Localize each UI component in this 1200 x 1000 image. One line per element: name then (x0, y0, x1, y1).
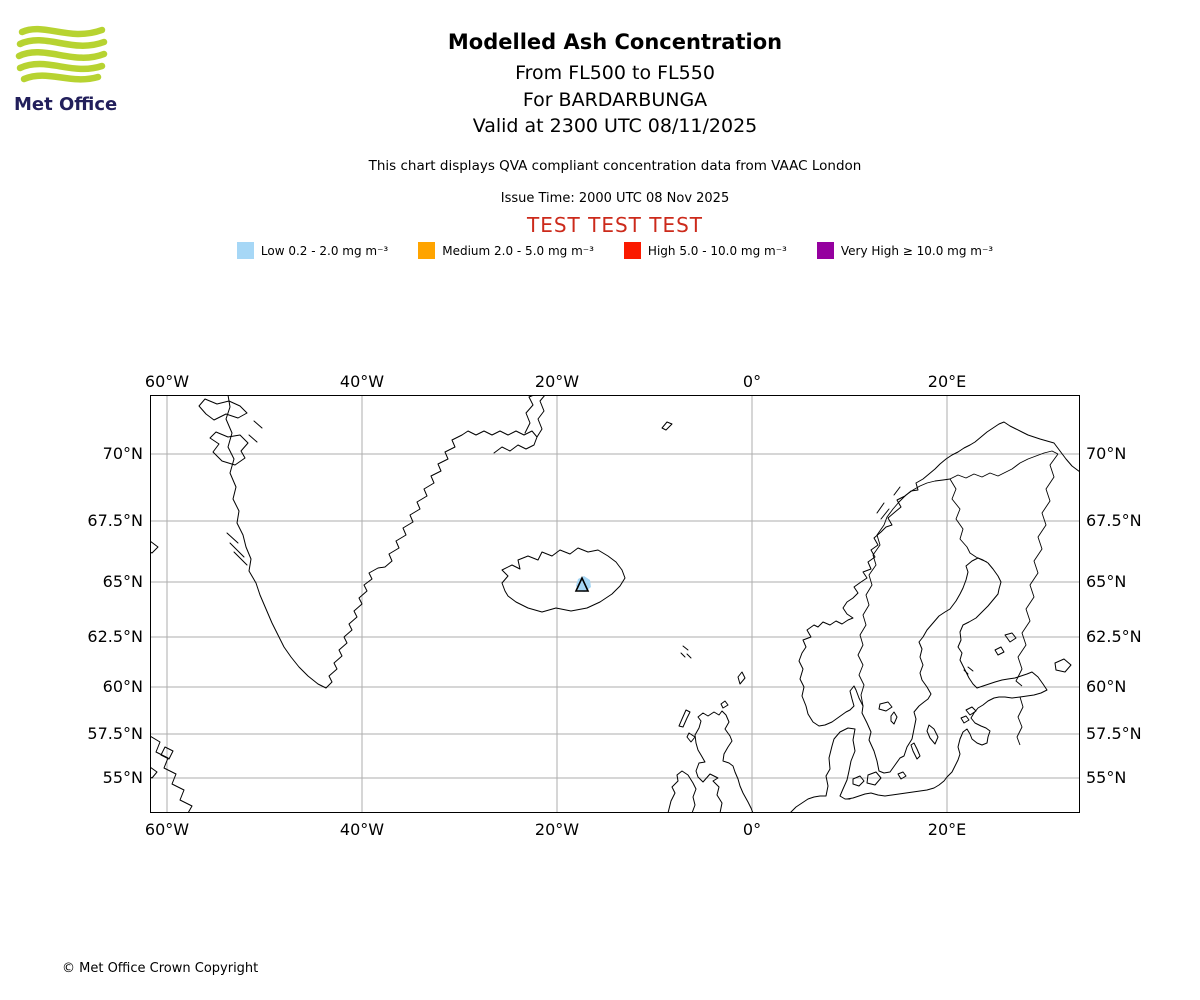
lon-tick-bottom-20e: 20°E (927, 820, 967, 839)
coastline-greenland-scoresby (524, 394, 546, 438)
legend-swatch-medium (418, 242, 436, 259)
coastline-lofoten (876, 486, 901, 520)
lat-tick-left-65n: 65°N (102, 572, 143, 591)
border-norway-sweden (857, 478, 951, 707)
legend-label-high: High 5.0 - 10.0 mg m⁻³ (647, 243, 787, 258)
coastline-jan-mayen (661, 421, 673, 431)
coastline-ireland (667, 770, 697, 814)
lat-tick-left-67-5n: 67.5°N (87, 511, 143, 530)
lat-tick-right-70n: 70°N (1086, 444, 1127, 463)
border-finland-russia (1015, 453, 1059, 687)
lat-tick-left-60n: 60°N (102, 677, 143, 696)
lat-tick-right-67-5n: 67.5°N (1086, 511, 1142, 530)
coastline-hebrides (678, 709, 696, 743)
lon-tick-bottom-0: 0° (742, 820, 762, 839)
graticule-grid (150, 395, 1080, 813)
lon-tick-bottom-40w: 40°W (339, 820, 385, 839)
lon-tick-bottom-20w: 20°W (534, 820, 580, 839)
test-banner: TEST TEST TEST (526, 213, 703, 237)
coastline-greenland-fjords (226, 532, 248, 566)
legend-label-very-high: Very High ≥ 10.0 mg m⁻³ (840, 243, 994, 258)
border-norway-finland-russia (949, 450, 1059, 480)
lon-tick-top-0: 0° (742, 372, 762, 391)
coastline-norway (798, 421, 1081, 772)
lat-tick-right-62-5n: 62.5°N (1086, 627, 1142, 646)
legend-label-low: Low 0.2 - 2.0 mg m⁻³ (260, 243, 389, 258)
volcano-marker-icon (574, 576, 590, 592)
border-sweden-finland (949, 478, 988, 563)
copyright-notice: © Met Office Crown Copyright (62, 961, 259, 976)
issue-time: Issue Time: 2000 UTC 08 Nov 2025 (500, 191, 730, 206)
coastline-gotland-oland (910, 724, 939, 760)
logo-waves-icon (15, 25, 108, 83)
logo-text: Met Office (14, 94, 118, 115)
lat-tick-left-55n: 55°N (102, 768, 143, 787)
legend-item-low: Low 0.2 - 2.0 mg m⁻³ (236, 242, 389, 259)
legend: Low 0.2 - 2.0 mg m⁻³ Medium 2.0 - 5.0 mg… (15, 242, 1200, 259)
lat-tick-right-60n: 60°N (1086, 677, 1127, 696)
legend-swatch-high (623, 242, 641, 259)
met-office-logo: Met Office (14, 22, 134, 115)
border-baltic-states-russia (1016, 696, 1024, 746)
coastline-orkney (720, 700, 729, 709)
coastline-scotland (694, 710, 754, 814)
qva-description: This chart displays QVA compliant concen… (368, 158, 862, 174)
subtitle-valid-time: Valid at 2300 UTC 08/11/2025 (472, 115, 758, 137)
lon-tick-bottom-60w: 60°W (144, 820, 190, 839)
lakes-scandinavia (878, 632, 1072, 725)
lon-tick-top-40w: 40°W (339, 372, 385, 391)
lat-tick-right-55n: 55°N (1086, 768, 1127, 787)
legend-item-very-high: Very High ≥ 10.0 mg m⁻³ (816, 242, 994, 259)
lon-tick-top-60w: 60°W (144, 372, 190, 391)
map-panel (149, 394, 1081, 814)
lat-tick-left-62-5n: 62.5°N (87, 627, 143, 646)
legend-label-medium: Medium 2.0 - 5.0 mg m⁻³ (442, 243, 594, 258)
coastline-faroe-islands (680, 645, 692, 659)
coastline-shetland (737, 671, 746, 685)
lat-tick-right-65n: 65°N (1086, 572, 1127, 591)
lat-tick-left-57-5n: 57.5°N (87, 724, 143, 743)
lon-tick-top-20e: 20°E (927, 372, 967, 391)
coastline-aland-estonian-islands (960, 666, 977, 724)
lat-tick-left-70n: 70°N (102, 444, 143, 463)
map-frame (150, 395, 1080, 813)
subtitle-volcano: For BARDARBUNGA (522, 89, 708, 111)
coastline-denmark (789, 727, 907, 814)
map-canvas (149, 394, 1081, 814)
lat-tick-right-57-5n: 57.5°N (1086, 724, 1142, 743)
legend-item-high: High 5.0 - 10.0 mg m⁻³ (623, 242, 787, 259)
subtitle-flight-levels: From FL500 to FL550 (515, 62, 715, 84)
legend-item-medium: Medium 2.0 - 5.0 mg m⁻³ (418, 242, 594, 259)
coastline-labrador (149, 540, 193, 814)
page-title: Modelled Ash Concentration (447, 30, 783, 54)
ash-patch-low (576, 576, 591, 592)
lon-tick-top-20w: 20°W (534, 372, 580, 391)
coastline-iceland (501, 547, 626, 613)
legend-swatch-low (236, 242, 254, 259)
coastline-baltic (846, 557, 1048, 800)
coastline-greenland-west-islands (198, 398, 263, 466)
legend-swatch-very-high (816, 242, 834, 259)
coastline-greenland (225, 394, 538, 689)
